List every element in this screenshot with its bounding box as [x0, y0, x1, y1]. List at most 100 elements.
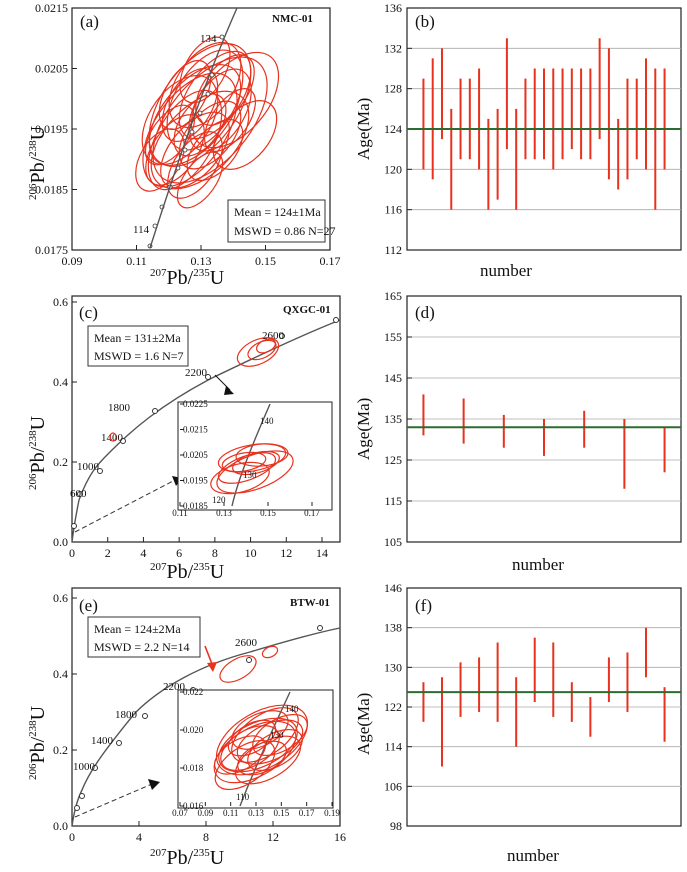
inset-x-tick-label: 0.07: [172, 808, 188, 818]
y-tick-label: 116: [384, 203, 402, 217]
panel-a-ellipse: [186, 118, 244, 182]
inset-ellipse: [217, 452, 277, 484]
panel-c-ellipse: [109, 432, 117, 442]
x-axis-label-c: 207Pb/235U: [150, 561, 225, 583]
inset-ellipse: [216, 450, 294, 494]
panel-e-ellipse: [219, 655, 257, 683]
inset-x-tick-label: 0.13: [248, 808, 264, 818]
svg-text:206Pb/238U: 206Pb/238U: [27, 705, 49, 780]
y-tick-label: 0.0205: [35, 62, 68, 76]
inset-y-tick-label: 0.020: [183, 725, 204, 735]
y-tick-label: 135: [384, 412, 402, 426]
x-tick-label: 14: [316, 546, 328, 560]
x-main: Pb/: [167, 561, 194, 583]
y-tick-label: 132: [384, 41, 402, 55]
panel-c-mean: Mean = 131±2Ma: [94, 331, 181, 345]
inset-y-tick-label: 0.0215: [183, 425, 208, 435]
age-node: [74, 805, 80, 811]
concordia-node: [197, 110, 203, 116]
x-tick-label: 0.17: [320, 254, 341, 268]
age-node: [77, 491, 83, 497]
panel-d-label: (d): [415, 303, 435, 322]
x-tick-label: 0.15: [255, 254, 276, 268]
x-end: U: [210, 267, 225, 289]
panel-b-ylabel: Age(Ma): [354, 98, 373, 160]
x-sup-1: 207: [150, 847, 167, 859]
panel-c-inset: 0.11 0.13 0.15 0.17 0.0185 0.0195 0.0205 0.0215…: [172, 399, 333, 518]
x-sup-2: 235: [193, 847, 210, 859]
panel-d: 105 115 125 135 145 155 165 (d) number Age(Ma): [354, 289, 682, 574]
inset-x-tick-label: 0.19: [324, 808, 340, 818]
panel-e-red-arrow: [204, 645, 213, 665]
inset-ellipse: [252, 713, 308, 757]
panel-e-arrowhead-1: [148, 779, 160, 790]
panel-a-age-top: 134: [200, 33, 217, 45]
panel-a-ellipse: [176, 151, 224, 209]
y-tick-label: 165: [384, 289, 402, 303]
age-node: [142, 713, 148, 719]
y-tick-label: 138: [384, 621, 402, 635]
inset-ellipse: [231, 707, 299, 763]
panel-c-stat-box: [87, 325, 189, 367]
x-tick-label: 2: [105, 546, 111, 560]
inset-y-tick-label: 0.0225: [183, 399, 208, 409]
x-tick-label: 0.11: [126, 254, 147, 268]
y-sup-1: 206: [27, 763, 39, 780]
inset-ellipse: [237, 740, 287, 776]
inset-age-label: 130: [270, 730, 284, 740]
y-tick-label: 0.6: [53, 591, 68, 605]
inset-y-tick-label: 0.018: [183, 763, 204, 773]
age-label: 1000: [77, 461, 100, 473]
panel-a-ellipse: [150, 90, 250, 190]
age-node: [116, 740, 122, 746]
inset-age-label: 120: [212, 495, 226, 505]
inset-ellipse: [218, 717, 298, 773]
x-tick-label: 12: [267, 830, 279, 844]
inset-ellipse: [215, 704, 309, 776]
y-tick-label: 136: [384, 1, 402, 15]
panel-c-frame: [71, 295, 341, 543]
y-tick-label: 98: [390, 819, 402, 833]
svg-text:207Pb/235U: 207Pb/235U: [150, 267, 225, 289]
y-sup-2: 238: [27, 720, 39, 737]
y-main: Pb/: [27, 156, 49, 183]
x-axis-label-e: 207Pb/235U: [150, 847, 225, 869]
x-tick-label: 8: [212, 546, 218, 560]
inset-y-tick-label: 0.0185: [183, 501, 208, 511]
svg-text:207Pb/235U: 207Pb/235U: [150, 847, 225, 869]
panel-e-ellipse: [261, 645, 279, 659]
y-tick-label: 106: [384, 779, 402, 793]
y-tick-label: 115: [384, 494, 402, 508]
panel-a-age-bottom: 114: [133, 224, 150, 236]
panel-f-label: (f): [415, 596, 432, 615]
x-tick-label: 12: [280, 546, 292, 560]
age-node: [279, 333, 285, 339]
inset-ellipse: [227, 719, 277, 757]
panel-c-label: (c): [79, 303, 98, 322]
age-label: 1400: [91, 735, 114, 747]
age-node: [152, 408, 158, 414]
panel-a-ellipse: [204, 88, 256, 152]
age-node: [79, 793, 85, 799]
panel-e-sample: BTW-01: [290, 597, 330, 609]
y-sup-2: 238: [27, 140, 39, 157]
svg-text:207Pb/235U: 207Pb/235U: [150, 561, 225, 583]
inset-y-tick-label: 0.016: [183, 801, 204, 811]
x-tick-label: 0: [69, 546, 75, 560]
panel-d-xlabel: number: [512, 555, 564, 574]
panel-a-label: (a): [80, 12, 99, 31]
panel-c-ellipse: [236, 337, 280, 367]
y-tick-label: 0.2: [53, 455, 68, 469]
y-tick-label: 130: [384, 660, 402, 674]
x-end: U: [210, 561, 225, 583]
age-label: 1000: [73, 761, 96, 773]
inset-x-tick-label: 0.11: [172, 508, 187, 518]
x-main: Pb/: [167, 847, 194, 869]
panel-e: 0 4 8 12 160.00.20.40.6 10001400180022002600…: [53, 587, 346, 844]
concordia-node: [205, 91, 211, 97]
age-node: [246, 657, 252, 663]
panel-d-ylabel: Age(Ma): [354, 398, 373, 460]
inset-ellipse: [221, 451, 267, 473]
age-label: 1400: [101, 432, 124, 444]
